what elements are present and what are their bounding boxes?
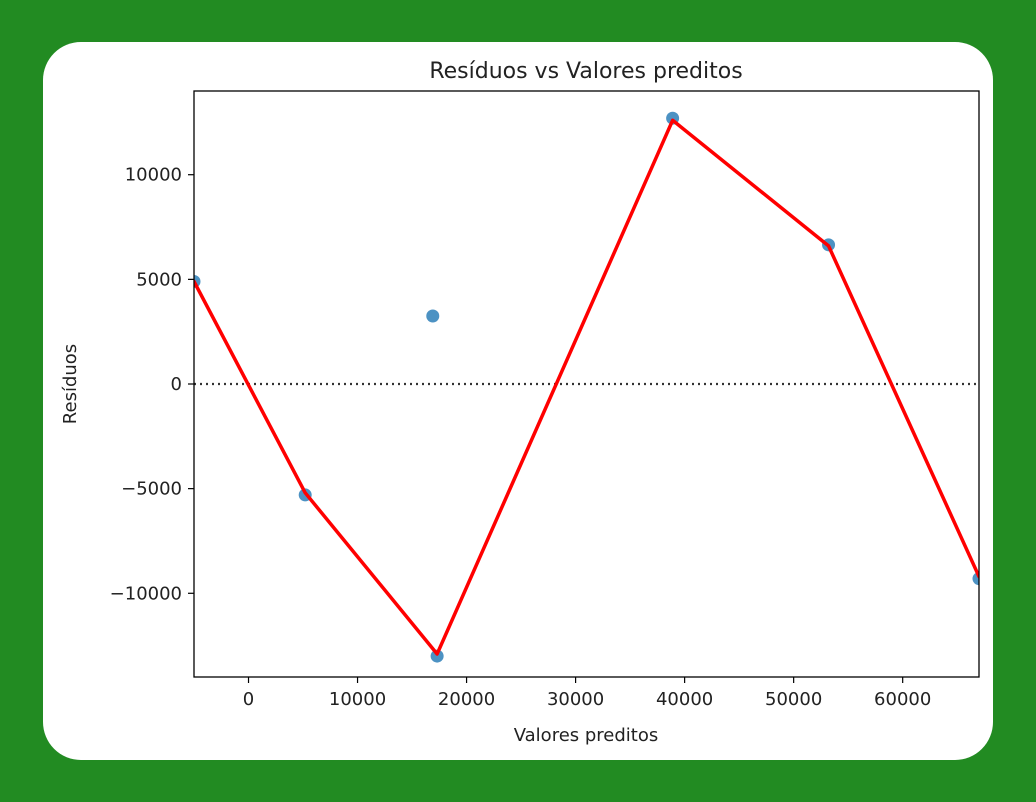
y-tick-label: 0 xyxy=(171,374,182,395)
y-tick-label: −5000 xyxy=(121,479,182,500)
ticks: 0 10000 20000 30000 40000 50000 60000−10000−50… xyxy=(110,165,932,710)
x-tick-label: 60000 xyxy=(874,689,931,710)
y-axis-label: Resíduos xyxy=(60,344,81,424)
x-axis-label: Valores preditos xyxy=(514,725,659,746)
x-tick-label: 40000 xyxy=(656,689,713,710)
plot-frame xyxy=(193,90,980,678)
residual-point xyxy=(426,309,440,323)
chart: Resíduos vs Valores preditos Valores pre… xyxy=(60,59,980,746)
residual-point xyxy=(430,649,444,663)
chart-card: Resíduos vs Valores preditos Valores pre… xyxy=(43,42,993,760)
x-tick-label: 30000 xyxy=(547,689,604,710)
y-tick-label: 5000 xyxy=(136,269,182,290)
x-tick-label: 50000 xyxy=(765,689,822,710)
y-tick-label: 10000 xyxy=(125,165,182,186)
x-tick-label: 10000 xyxy=(329,689,386,710)
plot-content xyxy=(194,111,979,663)
lowess-line xyxy=(194,118,979,656)
x-tick-label: 20000 xyxy=(438,689,495,710)
chart-title: Resíduos vs Valores preditos xyxy=(429,59,742,84)
y-tick-label: −10000 xyxy=(110,583,182,604)
x-tick-label: 0 xyxy=(243,689,254,710)
